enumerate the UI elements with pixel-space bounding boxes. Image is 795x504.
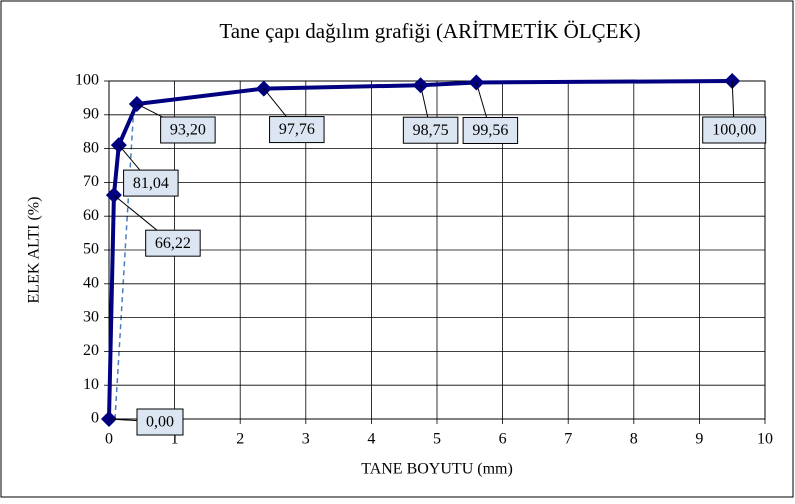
y-tick-label: 70 [83, 173, 99, 190]
x-axis-label: TANE BOYUTU (mm) [361, 461, 513, 478]
data-label: 93,20 [170, 122, 206, 139]
y-tick-label: 0 [91, 410, 99, 427]
dashed-leader [114, 103, 135, 420]
data-label: 97,76 [279, 121, 315, 138]
label-box [123, 169, 179, 197]
label-box [462, 116, 519, 144]
plot-frame [108, 80, 766, 420]
label-box [269, 116, 325, 144]
label-box [402, 116, 459, 144]
x-tick-label: 10 [757, 431, 773, 448]
label-box [702, 116, 767, 144]
y-tick-label: 40 [83, 274, 99, 291]
line [107, 79, 733, 420]
x-tick-label: 7 [564, 431, 572, 448]
data-label: 100,00 [712, 122, 756, 139]
y-tick-label: 30 [83, 308, 99, 325]
data-label: 66,22 [155, 235, 191, 252]
label-box [136, 408, 184, 436]
label-box [160, 116, 216, 144]
x-tick-label: 8 [630, 431, 638, 448]
x-tick-label: 6 [499, 431, 507, 448]
x-tick-label: 5 [433, 431, 441, 448]
x-tick-label: 1 [171, 431, 179, 448]
x-tick-label: 0 [105, 431, 113, 448]
chart-title: Tane çapı dağılım grafiği (ARİTMETİK ÖLÇ… [219, 19, 640, 43]
data-label: 0,00 [146, 414, 174, 431]
label-box [145, 229, 201, 257]
y-tick-label: 100 [75, 72, 99, 89]
x-tick-label: 4 [367, 431, 375, 448]
y-tick-label: 80 [83, 139, 99, 156]
y-tick-label: 20 [83, 342, 99, 359]
data-label: 81,04 [133, 175, 169, 192]
x-tick-label: 3 [302, 431, 310, 448]
y-tick-label: 50 [83, 241, 99, 258]
y-axis-label: ELEK ALTI (%) [26, 197, 43, 304]
y-tick-label: 10 [83, 376, 99, 393]
data-label: 99,56 [472, 122, 508, 139]
x-tick-label: 9 [695, 431, 703, 448]
y-tick-label: 90 [83, 105, 99, 122]
x-tick-label: 2 [236, 431, 244, 448]
y-tick-label: 60 [83, 207, 99, 224]
data-label: 98,75 [413, 122, 449, 139]
